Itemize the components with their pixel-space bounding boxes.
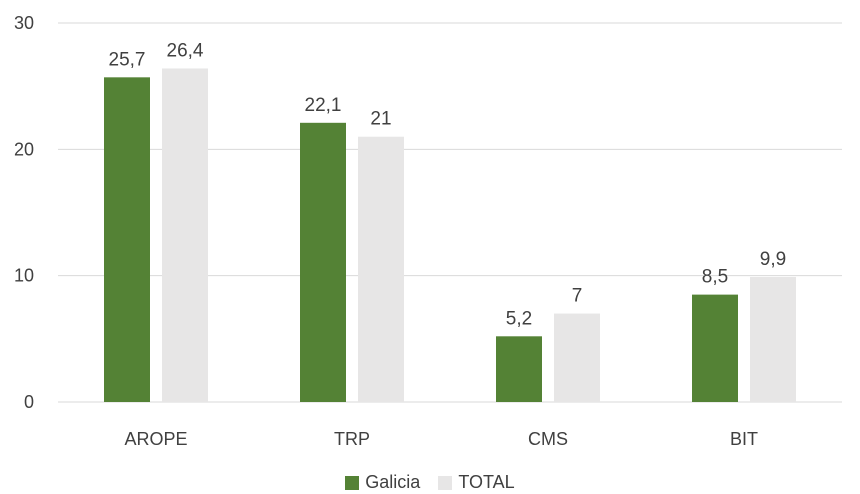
legend-item-galicia: Galicia — [345, 472, 420, 493]
x-tick-label: TRP — [334, 429, 370, 449]
y-tick-label: 10 — [14, 266, 34, 286]
y-axis-ticks: 0 10 20 30 — [14, 13, 34, 412]
bar-total-cms — [554, 313, 600, 402]
data-label: 22,1 — [305, 95, 342, 116]
x-tick-label: CMS — [528, 429, 568, 449]
legend: Galicia TOTAL — [0, 472, 860, 493]
bar-total-trp — [358, 136, 404, 402]
y-tick-label: 20 — [14, 139, 34, 159]
data-label: 21 — [370, 109, 391, 130]
x-axis-ticks: AROPE TRP CMS BIT — [124, 429, 758, 449]
data-label: 5,2 — [506, 308, 532, 329]
data-label: 26,4 — [167, 40, 204, 61]
bar-chart: 0 10 20 30 25,7 26,4 22,1 21 5,2 7 8,5 9,9 AROPE TR… — [14, 13, 842, 449]
bar-galicia-arope — [104, 77, 150, 402]
x-tick-label: AROPE — [124, 429, 187, 449]
legend-swatch-total — [438, 475, 453, 490]
bar-galicia-trp — [300, 122, 346, 402]
bar-total-arope — [162, 68, 208, 402]
legend-item-total: TOTAL — [438, 472, 515, 493]
bar-galicia-bit — [692, 294, 738, 402]
data-label: 7 — [572, 286, 583, 307]
data-label: 25,7 — [109, 49, 146, 70]
data-labels: 25,7 26,4 22,1 21 5,2 7 8,5 9,9 — [109, 40, 787, 329]
x-tick-label: BIT — [730, 429, 758, 449]
data-label: 9,9 — [760, 249, 786, 270]
legend-label-galicia: Galicia — [365, 472, 421, 492]
legend-label-total: TOTAL — [458, 472, 515, 492]
data-label: 8,5 — [702, 267, 728, 288]
bars — [104, 68, 796, 402]
bar-total-bit — [750, 276, 796, 402]
legend-swatch-galicia — [345, 475, 360, 490]
y-tick-label: 30 — [14, 13, 34, 33]
bar-galicia-cms — [496, 336, 542, 402]
y-tick-label: 0 — [24, 392, 34, 412]
